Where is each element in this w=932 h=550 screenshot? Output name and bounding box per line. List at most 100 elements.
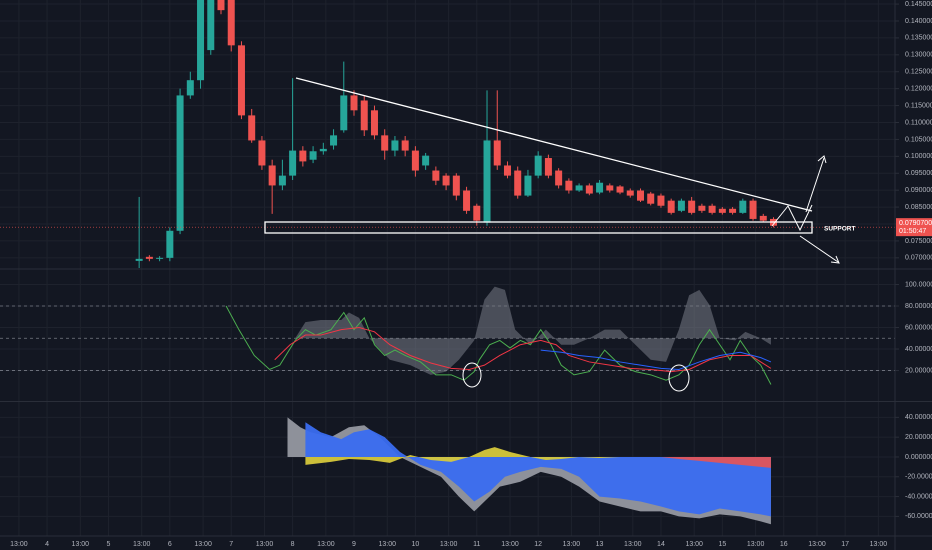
candle-body xyxy=(278,175,286,186)
x-tick-label: 8 xyxy=(291,541,295,548)
area xyxy=(305,422,771,517)
x-tick-label: 14 xyxy=(657,541,665,548)
candle-body xyxy=(197,0,205,81)
candle-body xyxy=(729,208,737,213)
y-tick-label: 0.0950000 xyxy=(905,170,932,177)
x-tick-label: 15 xyxy=(718,541,726,548)
candle-body xyxy=(289,150,297,176)
candle-body xyxy=(698,205,706,211)
candle-body xyxy=(156,257,164,259)
candle-body xyxy=(452,175,460,196)
x-tick-label: 13:00 xyxy=(501,541,519,548)
x-tick-label: 13:00 xyxy=(317,541,335,548)
x-tick-label: 13:00 xyxy=(685,541,703,548)
x-tick-label: 7 xyxy=(229,541,233,548)
x-tick-label: 13:00 xyxy=(870,541,888,548)
y-tick-label: 0.1050000 xyxy=(905,136,932,143)
candle-body xyxy=(309,151,317,160)
support-label: SUPPORT xyxy=(824,226,855,233)
candle-body xyxy=(135,258,143,261)
price-pane xyxy=(0,0,895,268)
price-label-box xyxy=(896,218,932,237)
candle-body xyxy=(596,182,604,193)
x-tick-label: 13:00 xyxy=(10,541,28,548)
x-tick-label: 13:00 xyxy=(624,541,642,548)
x-tick-label: 13:00 xyxy=(133,541,151,548)
candle-body xyxy=(626,190,634,196)
support-zone xyxy=(264,221,813,234)
area xyxy=(305,447,661,465)
candle-body xyxy=(166,230,174,258)
momentum-pane xyxy=(287,417,771,525)
candle-body xyxy=(145,256,153,259)
oscillator-pane xyxy=(0,286,895,385)
candle-body xyxy=(749,200,757,219)
line xyxy=(540,349,772,370)
candle-body xyxy=(237,45,245,116)
candle-body xyxy=(350,95,358,111)
y-tick-label: 0.0900000 xyxy=(905,187,932,194)
candle-body xyxy=(391,140,399,151)
drawings: SUPPORT xyxy=(264,77,855,392)
highlight-circle xyxy=(668,364,690,392)
candle-body xyxy=(503,165,511,176)
candle-body xyxy=(299,150,307,162)
x-tick-label: 13 xyxy=(596,541,604,548)
candle-body xyxy=(739,200,747,213)
x-tick-label: 13:00 xyxy=(563,541,581,548)
candle-body xyxy=(381,135,389,151)
line xyxy=(274,327,772,373)
candle-body xyxy=(432,170,440,181)
candle-body xyxy=(442,175,450,186)
x-tick-label: 13:00 xyxy=(747,541,765,548)
candle-body xyxy=(217,0,225,11)
candle-body xyxy=(227,0,235,46)
candle-body xyxy=(688,200,696,213)
x-tick-label: 11 xyxy=(473,541,480,548)
candle-body xyxy=(677,200,685,211)
candle-body xyxy=(647,193,655,204)
x-tick-label: 5 xyxy=(107,541,111,548)
candle-body xyxy=(606,185,614,191)
x-tick-label: 6 xyxy=(168,541,172,548)
down-arrow-head xyxy=(830,255,840,264)
candle-body xyxy=(544,158,552,176)
y-tick-label: 0.0850000 xyxy=(905,204,932,211)
x-tick-label: 16 xyxy=(780,541,788,548)
y-tick-label: 0.1450000 xyxy=(905,1,932,8)
candle-body xyxy=(207,0,215,51)
candle-body xyxy=(565,180,573,191)
x-tick-label: 10 xyxy=(412,541,420,548)
price-label: 0.0790700 xyxy=(899,220,932,227)
candle-body xyxy=(524,175,532,196)
trend-line xyxy=(295,77,813,212)
y-tick-label: 0.000000 xyxy=(905,454,932,461)
candle-body xyxy=(616,186,624,193)
candle-body xyxy=(422,155,430,166)
candle-body xyxy=(555,170,563,186)
y-tick-label: 0.1400000 xyxy=(905,18,932,25)
y-tick-label: -20.000000 xyxy=(905,474,932,481)
y-tick-label: 0.1200000 xyxy=(905,86,932,93)
candle-body xyxy=(636,190,644,201)
candle-body xyxy=(248,115,256,141)
x-tick-label: 13:00 xyxy=(440,541,458,548)
down-arrow xyxy=(799,235,839,263)
y-tick-label: 0.0700000 xyxy=(905,255,932,262)
area xyxy=(660,456,771,468)
candle-body xyxy=(258,140,266,166)
y-tick-label: 0.1350000 xyxy=(905,35,932,42)
x-tick-label: 13:00 xyxy=(808,541,826,548)
y-tick-label: 0.1000000 xyxy=(905,153,932,160)
y-tick-label: 0.0750000 xyxy=(905,238,932,245)
candle-body xyxy=(759,215,767,221)
candle-body xyxy=(330,135,338,146)
zigzag-projection xyxy=(771,204,813,232)
candle-body xyxy=(493,140,501,166)
candle-body xyxy=(319,148,327,152)
y-tick-label: 20.000000 xyxy=(905,434,932,441)
candle-body xyxy=(463,190,471,211)
x-tick-label: 13:00 xyxy=(194,541,212,548)
candle-body xyxy=(585,185,593,194)
y-tick-label: 60.000000 xyxy=(905,324,932,331)
